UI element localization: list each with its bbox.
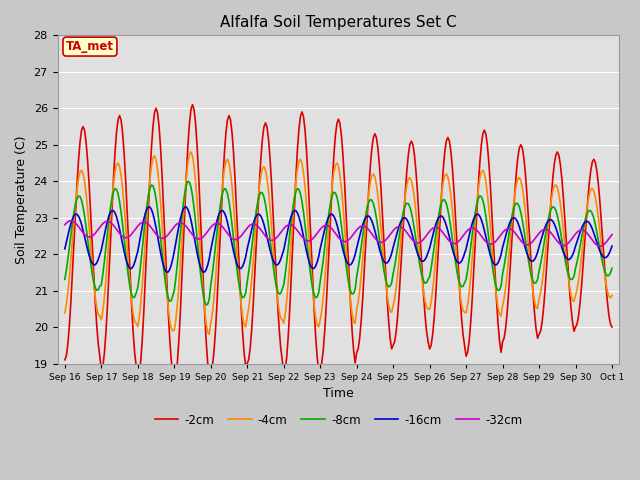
-2cm [545,240,552,246]
-32cm [392,225,400,230]
-4cm [545,223,552,229]
Line: -16cm: -16cm [65,207,612,272]
-4cm [608,292,616,298]
-8cm [202,302,210,308]
-2cm [608,324,616,330]
-8cm [376,237,383,242]
Line: -4cm: -4cm [65,152,612,334]
Text: TA_met: TA_met [66,40,114,53]
-32cm [596,243,604,249]
-4cm [187,149,195,155]
Legend: -2cm, -4cm, -8cm, -16cm, -32cm: -2cm, -4cm, -8cm, -16cm, -32cm [150,409,527,431]
Y-axis label: Soil Temperature (C): Soil Temperature (C) [15,135,28,264]
-16cm [61,246,68,252]
-16cm [394,228,401,234]
-32cm [543,227,550,232]
-2cm [170,379,178,384]
-4cm [61,310,68,316]
-8cm [406,204,413,210]
-4cm [394,271,401,276]
-16cm [145,204,152,210]
-32cm [67,218,75,224]
-16cm [76,217,84,223]
-4cm [163,287,170,293]
Title: Alfalfa Soil Temperatures Set C: Alfalfa Soil Temperatures Set C [220,15,457,30]
-2cm [189,102,196,108]
-32cm [374,238,382,244]
-2cm [376,163,383,169]
-2cm [61,357,68,363]
-8cm [163,288,170,294]
-16cm [545,218,552,224]
-4cm [205,331,213,337]
-32cm [164,232,172,238]
X-axis label: Time: Time [323,387,354,400]
-16cm [608,243,616,249]
-2cm [163,276,170,281]
-2cm [76,139,84,145]
Line: -8cm: -8cm [65,181,612,305]
-8cm [608,265,616,271]
-32cm [608,232,616,238]
-32cm [404,232,412,238]
-8cm [61,276,68,282]
Line: -32cm: -32cm [65,221,612,246]
-2cm [394,312,401,318]
-8cm [394,244,401,250]
-4cm [76,169,84,175]
-8cm [545,217,552,223]
-8cm [184,179,192,184]
-4cm [406,175,413,180]
-16cm [376,246,383,252]
-32cm [61,222,68,228]
-4cm [376,208,383,214]
Line: -2cm: -2cm [65,105,612,382]
-32cm [77,228,85,234]
-16cm [406,224,413,229]
-2cm [406,142,413,147]
-8cm [76,193,84,199]
-16cm [166,267,173,273]
-16cm [163,269,170,275]
